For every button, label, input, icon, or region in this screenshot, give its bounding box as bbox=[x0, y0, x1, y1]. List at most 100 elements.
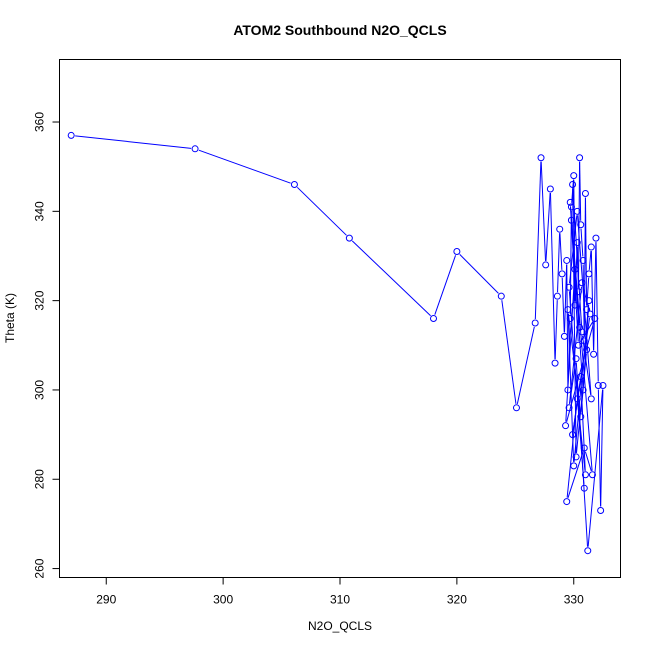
data-point bbox=[290, 181, 298, 189]
data-point bbox=[594, 381, 602, 389]
series-line-segment bbox=[577, 161, 581, 288]
data-point bbox=[583, 306, 591, 314]
series-line-segment bbox=[584, 197, 588, 306]
data-point bbox=[570, 172, 578, 180]
series-line-segment bbox=[557, 233, 561, 293]
data-point bbox=[571, 265, 579, 273]
data-point bbox=[566, 315, 574, 322]
data-point bbox=[579, 256, 587, 264]
x-tick-label: 330 bbox=[564, 593, 584, 607]
series-line-segment bbox=[590, 251, 595, 351]
data-point bbox=[497, 292, 505, 300]
data-point bbox=[531, 319, 539, 327]
series-line-segment bbox=[580, 228, 584, 257]
data-point bbox=[577, 221, 585, 229]
series-line-segment bbox=[501, 300, 517, 404]
data-point bbox=[584, 547, 592, 555]
series-lines bbox=[75, 135, 604, 547]
y-axis-label: Theta (K) bbox=[3, 293, 17, 343]
data-point bbox=[345, 234, 353, 242]
data-point bbox=[587, 395, 595, 403]
series-line-segment bbox=[564, 264, 568, 333]
series-points bbox=[67, 131, 607, 555]
data-point bbox=[564, 306, 572, 314]
y-tick-label: 340 bbox=[33, 201, 47, 221]
series-line-segment bbox=[584, 451, 592, 472]
series-line-segment bbox=[434, 255, 457, 315]
series-line-segment bbox=[561, 277, 565, 333]
data-point bbox=[581, 189, 589, 197]
data-point bbox=[579, 386, 587, 394]
data-point bbox=[578, 328, 586, 336]
data-point bbox=[67, 131, 75, 139]
data-point bbox=[581, 471, 589, 479]
y-tick-label: 260 bbox=[33, 558, 47, 578]
series-line-segment bbox=[569, 210, 572, 315]
data-point bbox=[577, 373, 585, 381]
x-tick-label: 310 bbox=[330, 593, 350, 607]
data-point bbox=[551, 359, 559, 367]
data-point bbox=[564, 386, 572, 394]
y-tick-label: 320 bbox=[33, 290, 47, 310]
series-line-segment bbox=[565, 273, 576, 422]
data-point bbox=[562, 422, 570, 430]
data-point bbox=[546, 185, 554, 193]
data-point bbox=[599, 381, 607, 389]
data-point bbox=[574, 288, 582, 296]
x-axis: 290 300 310 320 330 bbox=[96, 577, 584, 607]
series-line-segment bbox=[593, 242, 597, 351]
data-point bbox=[565, 283, 573, 291]
series-line-segment bbox=[459, 254, 499, 294]
data-point bbox=[566, 198, 574, 206]
data-point bbox=[597, 507, 605, 515]
data-point bbox=[576, 154, 584, 162]
series-line-segment bbox=[581, 335, 592, 395]
series-line-segment bbox=[351, 240, 431, 317]
series-line-segment bbox=[540, 161, 547, 261]
data-point bbox=[453, 248, 461, 256]
data-point bbox=[537, 154, 545, 162]
data-point bbox=[574, 341, 582, 349]
series-line-segment bbox=[198, 149, 291, 184]
data-point bbox=[592, 234, 600, 242]
series-line-segment bbox=[569, 215, 578, 284]
series-line-segment bbox=[516, 326, 535, 405]
data-point bbox=[556, 225, 564, 233]
data-point bbox=[565, 404, 573, 412]
series-line-segment bbox=[534, 161, 542, 319]
plot-frame bbox=[59, 59, 621, 578]
data-point bbox=[567, 203, 575, 211]
data-point bbox=[430, 315, 437, 322]
data-point bbox=[570, 462, 578, 470]
data-point bbox=[569, 181, 577, 189]
series-line-segment bbox=[575, 353, 587, 453]
chart-title: ATOM2 Southbound N2O_QCLS bbox=[233, 22, 446, 38]
series-line-segment bbox=[597, 389, 602, 507]
data-point bbox=[573, 395, 581, 403]
data-point bbox=[583, 346, 591, 354]
y-tick-label: 280 bbox=[33, 469, 47, 489]
y-tick-label: 360 bbox=[33, 112, 47, 132]
data-point bbox=[578, 279, 586, 287]
series-line-segment bbox=[600, 389, 604, 507]
y-axis: 260 280 300 320 340 360 bbox=[33, 112, 60, 579]
series-line-segment bbox=[587, 389, 604, 547]
series-line-segment bbox=[577, 215, 592, 395]
series-line-segment bbox=[75, 135, 192, 149]
series-line-segment bbox=[566, 264, 569, 386]
data-point bbox=[586, 310, 594, 318]
x-tick-label: 300 bbox=[213, 593, 233, 607]
data-point bbox=[572, 355, 580, 363]
series-line-segment bbox=[595, 242, 599, 382]
y-tick-label: 300 bbox=[33, 380, 47, 400]
data-point bbox=[588, 471, 596, 479]
data-point bbox=[558, 270, 566, 278]
series-line-segment bbox=[549, 192, 556, 360]
data-point bbox=[580, 337, 588, 345]
data-point bbox=[569, 431, 577, 439]
series-line-segment bbox=[572, 188, 577, 453]
x-tick-label: 320 bbox=[447, 593, 467, 607]
data-point bbox=[585, 270, 593, 278]
data-point bbox=[590, 350, 598, 358]
